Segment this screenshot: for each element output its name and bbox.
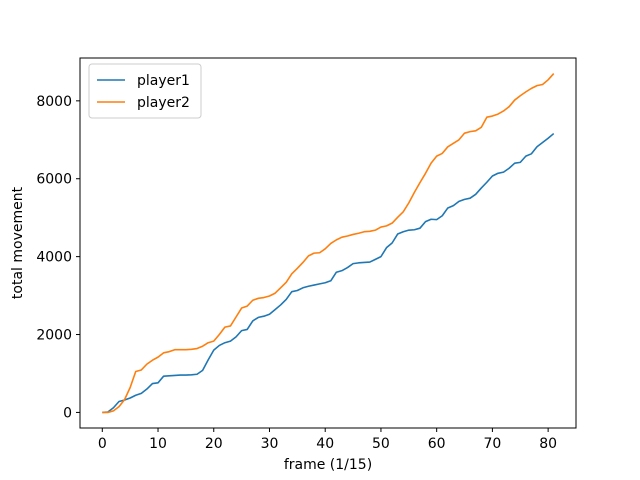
x-tick-label: 50 <box>372 436 390 452</box>
legend: player1 player2 <box>88 63 202 119</box>
x-tick-label: 80 <box>539 436 557 452</box>
legend-label-player1: player1 <box>137 73 190 89</box>
y-tick-label: 2000 <box>36 328 72 344</box>
x-tick-label: 0 <box>98 436 107 452</box>
x-axis-ticks: 0 10 20 30 40 50 60 70 80 <box>98 428 557 452</box>
y-axis-ticks: 0 2000 4000 6000 8000 <box>36 94 80 421</box>
x-axis-label: frame (1/15) <box>284 457 372 473</box>
y-tick-label: 6000 <box>36 172 72 188</box>
y-tick-label: 4000 <box>36 250 72 266</box>
legend-box <box>88 63 202 119</box>
x-tick-label: 20 <box>205 436 223 452</box>
x-tick-label: 10 <box>149 436 167 452</box>
series-line-player2 <box>102 73 555 414</box>
y-tick-label: 0 <box>63 405 72 421</box>
x-tick-label: 60 <box>428 436 446 452</box>
x-tick-label: 30 <box>261 436 279 452</box>
x-tick-label: 40 <box>316 436 334 452</box>
series-line-player1 <box>102 132 555 414</box>
x-tick-label: 70 <box>483 436 501 452</box>
y-axis-label: total movement <box>10 186 26 299</box>
legend-label-player2: player2 <box>137 95 190 111</box>
plot-frame <box>79 57 577 429</box>
plot-lines <box>102 73 555 414</box>
y-tick-label: 8000 <box>36 94 72 110</box>
